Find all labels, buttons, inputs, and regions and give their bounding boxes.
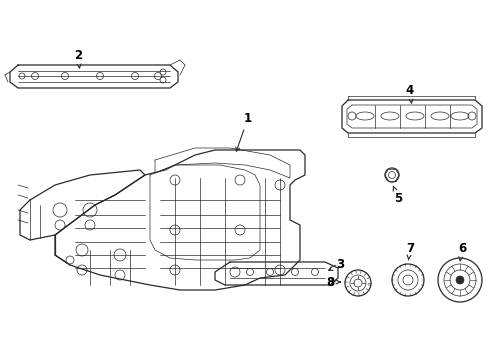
Text: 4: 4 [405, 84, 413, 103]
Text: 7: 7 [405, 242, 413, 260]
Circle shape [455, 276, 463, 284]
Text: 5: 5 [392, 186, 401, 204]
Text: 1: 1 [235, 112, 251, 151]
Text: 6: 6 [457, 242, 465, 261]
Text: 3: 3 [328, 258, 344, 271]
Text: 2: 2 [74, 49, 82, 68]
Text: 8: 8 [325, 275, 340, 288]
